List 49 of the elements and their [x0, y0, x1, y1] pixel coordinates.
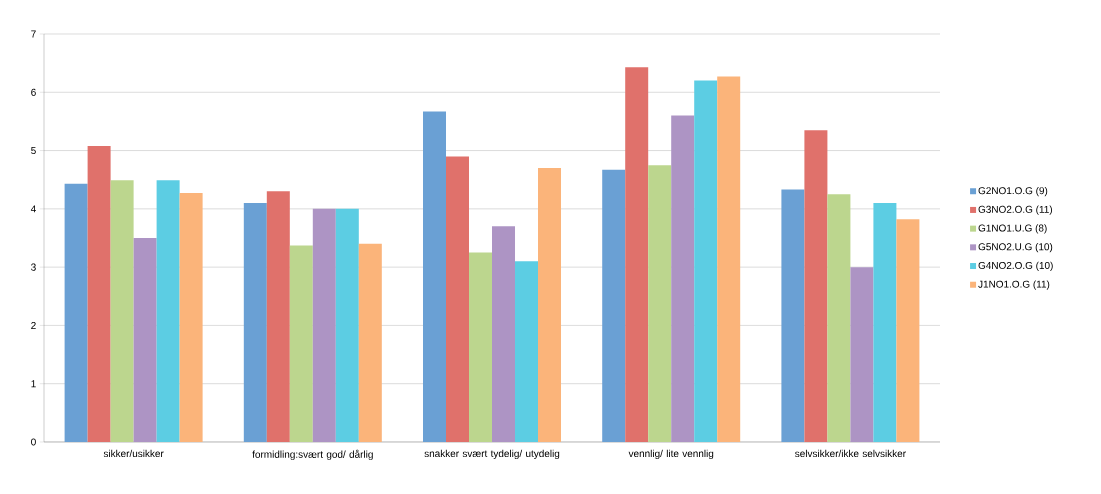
x-tick-label: formidling:svært god/ dårlig	[252, 449, 373, 460]
bar	[694, 80, 718, 442]
bar	[423, 111, 447, 442]
legend-label: G3NO2.O.G (11)	[978, 205, 1053, 215]
bar	[289, 245, 313, 442]
y-tick-label: 5	[31, 147, 36, 155]
legend-label: J1NO1.O.G (11)	[978, 280, 1050, 290]
bar	[358, 243, 382, 442]
legend-label: G1NO1.U.G (8)	[978, 224, 1047, 234]
bar	[87, 145, 111, 442]
y-tick-label: 4	[30, 205, 36, 213]
x-tick-label: snakker svært tydelig/ utydelig	[424, 449, 560, 460]
bar	[179, 193, 203, 442]
x-tick-label: selvsikker/ikke selvsikker	[795, 449, 906, 458]
bar	[781, 189, 805, 442]
y-tick-label: 3	[31, 263, 36, 271]
bar	[446, 156, 470, 442]
bar	[648, 165, 672, 442]
bar	[266, 191, 290, 442]
bar	[156, 180, 180, 442]
x-tick-label: sikker/usikker	[103, 449, 164, 458]
y-tick-label: 6	[31, 88, 36, 96]
legend-label: G2NO1.O.G (9)	[978, 186, 1048, 197]
bar	[133, 237, 157, 442]
bar	[64, 183, 88, 442]
bar	[850, 267, 874, 442]
y-tick-label: 2	[31, 321, 36, 329]
bar	[515, 261, 539, 442]
bar	[625, 67, 649, 442]
legend-label: G4NO2.O.G (10)	[978, 261, 1053, 271]
bar	[538, 168, 562, 442]
bar	[671, 115, 695, 442]
bar	[602, 169, 626, 442]
bar	[469, 252, 493, 442]
bar	[804, 130, 828, 442]
bar	[896, 219, 920, 442]
bar	[873, 203, 897, 442]
bar	[827, 194, 851, 442]
bar	[717, 76, 741, 442]
bar	[243, 203, 267, 442]
y-tick-label: 7	[31, 30, 36, 38]
bar	[312, 208, 336, 442]
bar	[110, 180, 134, 442]
x-tick-label: vennlig/ lite vennlig	[628, 449, 714, 460]
y-tick-label: 0	[31, 438, 36, 446]
bar	[335, 208, 359, 442]
legend-label: G5NO2.U.G (10)	[978, 242, 1053, 253]
bar	[492, 226, 516, 442]
y-tick-label: 1	[31, 380, 36, 388]
